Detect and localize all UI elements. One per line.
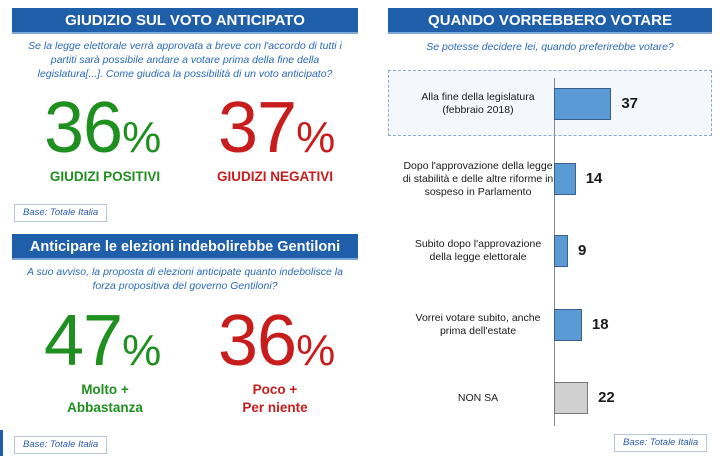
bar-label: NON SA xyxy=(393,392,563,405)
quando-votare-header: QUANDO VORREBBERO VOTARE xyxy=(388,8,712,34)
bar xyxy=(554,235,568,267)
base-note-right: Base: Totale Italia xyxy=(614,434,708,452)
bar-value-label: 22 xyxy=(598,389,615,406)
bar-label: Alla fine della legislatura (febbraio 201… xyxy=(393,91,563,117)
bar-label: Subito dopo l'approvazione della legge el… xyxy=(393,238,563,264)
bar-label-line: Subito dopo l'approvazione xyxy=(414,238,542,250)
voto-anticipato-question: Se la legge elettorale verrà approvata a… xyxy=(28,40,342,80)
bar-label-line: di stabilità e delle altre riforme in xyxy=(402,172,554,185)
left-accent-line xyxy=(0,430,3,456)
quando-votare-question: Se potesse decidere lei, quando preferir… xyxy=(426,41,674,53)
bar-value-label: 37 xyxy=(621,95,639,112)
gentiloni-header: Anticipare le elezioni indebolirebbe Gen… xyxy=(12,234,358,260)
bar-value-label: 14 xyxy=(585,170,603,187)
bar xyxy=(554,163,576,195)
bar xyxy=(554,309,582,341)
highlight-first-row xyxy=(388,70,712,136)
bar-label-line: della legge elettorale xyxy=(429,251,527,263)
molto-abbastanza-label: Molto + Abbastanza xyxy=(67,382,143,415)
quando-votare-title: QUANDO VORREBBERO VOTARE xyxy=(428,12,672,29)
voto-anticipato-title: GIUDIZIO SUL VOTO ANTICIPATO xyxy=(65,12,305,29)
voto-anticipato-header: GIUDIZIO SUL VOTO ANTICIPATO xyxy=(12,8,358,34)
molto-abbastanza-percent: 47% xyxy=(44,301,162,381)
poco-per-niente-percent: 36% xyxy=(218,301,336,381)
bar-label-line: sospeso in Parlamento xyxy=(424,185,532,198)
bar xyxy=(554,382,589,414)
gentiloni-question: A suo avviso, la proposta di elezioni an… xyxy=(27,266,343,292)
bar-label: Dopo l'approvazione della legge di stabil… xyxy=(393,160,563,199)
bar-label-line: Alla fine della legislatura xyxy=(421,91,535,103)
bar-label-line: Vorrei votare subito, anche xyxy=(415,312,541,324)
poco-per-niente-label: Poco + Per niente xyxy=(242,382,308,415)
base-note-bottom: Base: Totale Italia xyxy=(14,436,108,454)
bar-value-label: 18 xyxy=(591,316,609,333)
bar-label-line: (febbraio 2018) xyxy=(442,104,514,116)
giudizi-positivi-percent: 36% xyxy=(44,88,162,168)
giudizi-negativi-label: GIUDIZI NEGATIVI xyxy=(216,169,333,184)
bar-label-line: NON SA xyxy=(457,391,499,404)
bar-label: Vorrei votare subito, anche prima dell'es… xyxy=(393,312,563,338)
gentiloni-title: Anticipare le elezioni indebolirebbe Gen… xyxy=(29,239,341,255)
bar-value-label: 9 xyxy=(577,242,587,259)
giudizi-positivi-label: GIUDIZI POSITIVI xyxy=(49,169,161,184)
bar-label-line: Dopo l'approvazione della legge xyxy=(403,159,553,172)
giudizi-negativi-percent: 37% xyxy=(218,88,336,168)
bar xyxy=(554,88,612,120)
bar-label-line: prima dell'estate xyxy=(439,325,517,337)
base-note-top: Base: Totale Italia xyxy=(14,204,108,222)
